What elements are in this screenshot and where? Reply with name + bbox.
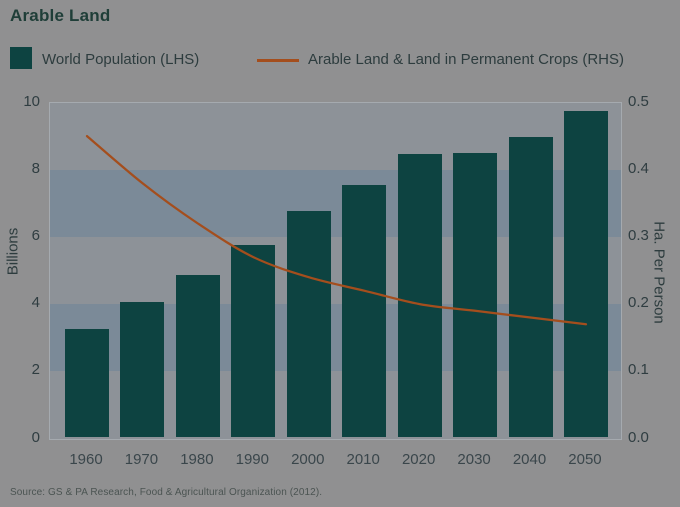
x-axis-tick: 2040 xyxy=(512,451,547,468)
legend-line-label: Arable Land & Land in Permanent Crops (R… xyxy=(308,51,624,68)
y-axis-tick-left: 6 xyxy=(31,226,40,244)
x-axis-tick: 1960 xyxy=(69,451,103,468)
x-axis-tick: 2050 xyxy=(568,451,602,468)
x-axis-tick: 2000 xyxy=(291,451,325,468)
x-axis-tick: 1980 xyxy=(180,451,214,468)
y-axis-tick-left: 4 xyxy=(31,294,40,312)
y-axis-tick-right: 0.3 xyxy=(628,226,649,244)
x-axis-tick: 2030 xyxy=(457,451,491,468)
population-bar-2030 xyxy=(453,152,498,437)
population-bar-1970 xyxy=(120,302,165,437)
y-axis-tick-left: 2 xyxy=(31,361,40,379)
population-bar-2000 xyxy=(286,211,331,437)
y-axis-tick-right: 0.4 xyxy=(628,159,649,177)
x-axis-tick: 2020 xyxy=(401,451,436,468)
left-axis-title: Billions xyxy=(4,227,22,276)
population-bar-1960 xyxy=(65,328,109,437)
population-bar-1990 xyxy=(231,244,276,437)
population-bar-2040 xyxy=(508,137,553,437)
legend-line-sample xyxy=(257,59,299,62)
y-axis-tick-left: 8 xyxy=(31,159,40,177)
page-title: Arable Land xyxy=(10,6,111,25)
population-bar-1980 xyxy=(175,275,220,437)
y-axis-tick-left: 10 xyxy=(23,92,40,110)
population-bar-2050 xyxy=(563,110,608,437)
arable-land-line-path xyxy=(85,134,588,326)
y-axis-tick-right: 0.5 xyxy=(628,92,649,110)
legend-bar-swatch xyxy=(10,47,32,69)
x-axis-tick: 1970 xyxy=(124,451,159,468)
plot-area xyxy=(49,102,622,440)
x-axis-tick: 2010 xyxy=(346,451,380,468)
y-axis-tick-right: 0.0 xyxy=(628,428,649,446)
y-axis-tick-right: 0.1 xyxy=(628,361,649,379)
population-bar-2010 xyxy=(342,184,387,437)
arable-land-line xyxy=(85,134,588,326)
y-axis-tick-left: 0 xyxy=(31,428,40,446)
population-bar-2020 xyxy=(397,154,442,437)
y-axis-tick-right: 0.2 xyxy=(628,294,649,312)
x-axis-tick: 1990 xyxy=(235,451,269,468)
legend-bar-label: World Population (LHS) xyxy=(42,51,200,68)
source-note: Source: GS & PA Research, Food & Agricul… xyxy=(10,487,323,498)
